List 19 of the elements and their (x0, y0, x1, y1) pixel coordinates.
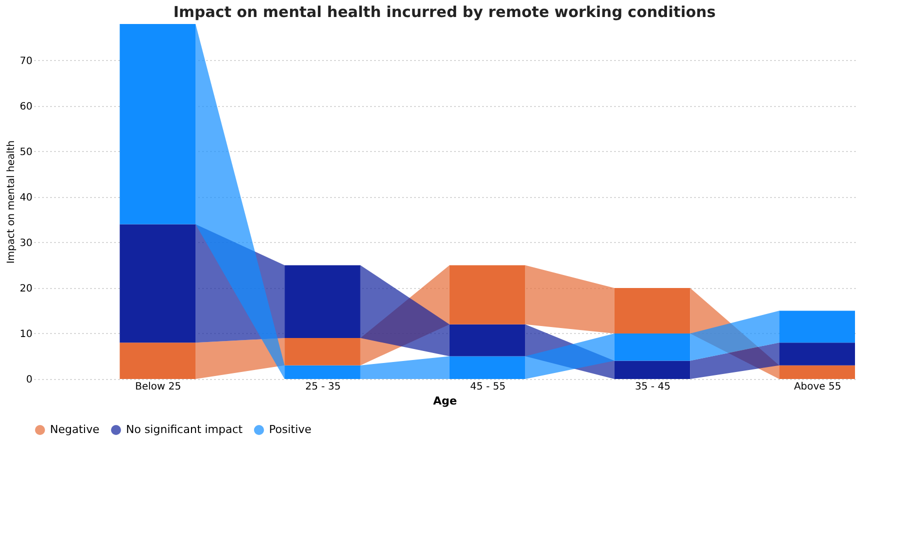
y-tick-label: 70 (20, 56, 32, 67)
y-tick-label: 0 (26, 374, 32, 386)
y-tick-label: 60 (20, 101, 32, 112)
y-tick-label: 30 (20, 238, 32, 249)
legend-label: Negative (50, 423, 100, 436)
y-axis-title: Impact on mental health (6, 140, 17, 264)
x-axis-title: Age (433, 394, 457, 408)
x-tick-label: 35 - 45 (635, 382, 670, 392)
x-tick-label: Above 55 (794, 382, 842, 392)
y-tick-label: 10 (20, 328, 32, 340)
chart-title: Impact on mental health incurred by remote working conditions (173, 3, 716, 21)
y-tick-label: 40 (20, 192, 32, 204)
legend-label: No significant impact (126, 423, 244, 436)
x-tick-label: Below 25 (135, 382, 182, 392)
legend-label: Positive (269, 423, 312, 436)
x-tick-label: 25 - 35 (305, 382, 341, 392)
y-tick-label: 20 (20, 283, 32, 294)
y-tick-label: 50 (20, 146, 32, 158)
x-tick-label: 45 - 55 (470, 382, 506, 392)
